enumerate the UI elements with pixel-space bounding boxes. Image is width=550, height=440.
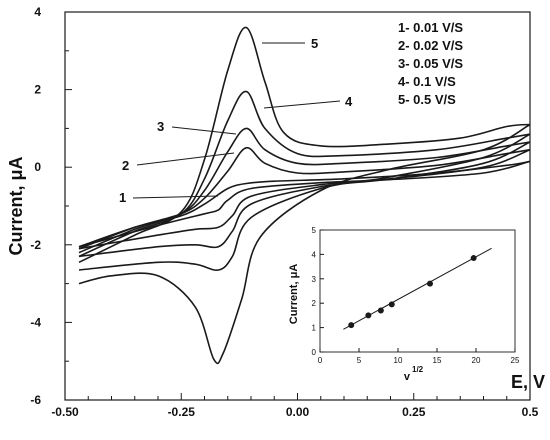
y-tick-label: 2 [34,83,41,97]
legend: 1- 0.01 V/S 2- 0.02 V/S 3- 0.05 V/S 4- 0… [398,20,463,107]
curve-2-leader [136,152,235,166]
x-tick-label: 0.25 [402,405,426,419]
x-tick-label: -0.25 [168,405,196,419]
x-tick-label: 0.00 [286,405,310,419]
y-tick-label: 4 [34,5,41,19]
y-tick-label: -4 [30,315,41,329]
inset-x-tick-label: 0 [318,356,323,365]
main-curves [78,26,531,365]
inset-data-point [348,322,355,329]
curve-5-label: 5 [311,36,318,51]
inset-x-axis-title: v [404,371,411,383]
inset-x-tick-label: 20 [472,356,481,365]
inset-y-tick-label: 4 [312,250,317,259]
main-y-axis-title: Current, μA [6,156,26,255]
curve-2-label: 2 [122,158,129,173]
inset-axis-ticks: 0 5 10 15 20 25 0 1 2 3 4 5 [312,226,520,365]
inset-plot: 0 5 10 15 20 25 0 1 2 3 4 5 Current, μA v 1/2 [288,226,520,383]
main-x-axis-title: E, V [511,372,545,392]
inset-x-tick-label: 10 [394,356,403,365]
inset-x-axis-title-exponent: 1/2 [412,365,424,374]
inset-y-tick-label: 2 [312,299,317,308]
inset-y-tick-label: 1 [312,324,317,333]
inset-data-point [377,307,384,314]
x-tick-label: -0.50 [51,405,79,419]
y-tick-label: -6 [30,393,41,407]
inset-data-point [470,255,477,262]
inset-data-point [388,301,395,308]
legend-entry-1: 1- 0.01 V/S [398,20,463,35]
curve-1-leader [132,195,219,199]
legend-entry-5: 5- 0.5 V/S [398,92,456,107]
inset-plot-frame [319,229,516,353]
curve-4-label: 4 [345,94,353,109]
inset-y-tick-label: 3 [312,275,317,284]
curve-1-label: 1 [119,190,126,205]
curve-4-leader [263,100,341,109]
legend-entry-3: 3- 0.05 V/S [398,56,463,71]
cv-curve-3-forward-scan [78,127,531,254]
curve-callouts: 5 4 3 2 1 [119,36,353,205]
cv-curve-4-forward-scan [78,90,531,258]
inset-y-tick-label: 5 [312,226,317,235]
cv-curve-4-reverse-scan [78,133,531,271]
inset-y-tick-label: 0 [312,348,317,357]
legend-entry-2: 2- 0.02 V/S [398,38,463,53]
inset-data [343,247,492,330]
y-tick-label: -2 [30,238,41,252]
curve-3-leader [171,126,237,135]
legend-entry-4: 4- 0.1 V/S [398,74,456,89]
inset-x-tick-label: 15 [433,356,442,365]
y-tick-label: 0 [34,160,41,174]
cv-curve-5-reverse-scan [78,123,531,365]
cv-curve-3-reverse-scan [78,141,531,258]
inset-data-point [365,312,372,319]
inset-fit-line [343,247,492,330]
curve-3-label: 3 [157,119,164,134]
inset-y-axis-title: Current, μA [288,264,300,325]
inset-data-point [426,280,433,287]
cv-curve-5-forward-scan [78,26,531,264]
inset-x-tick-label: 5 [357,356,362,365]
cv-curve-1-reverse-scan [78,160,531,248]
cv-curve-2-reverse-scan [78,148,531,250]
x-tick-label: 0.5 [522,405,539,419]
inset-x-tick-label: 25 [511,356,520,365]
